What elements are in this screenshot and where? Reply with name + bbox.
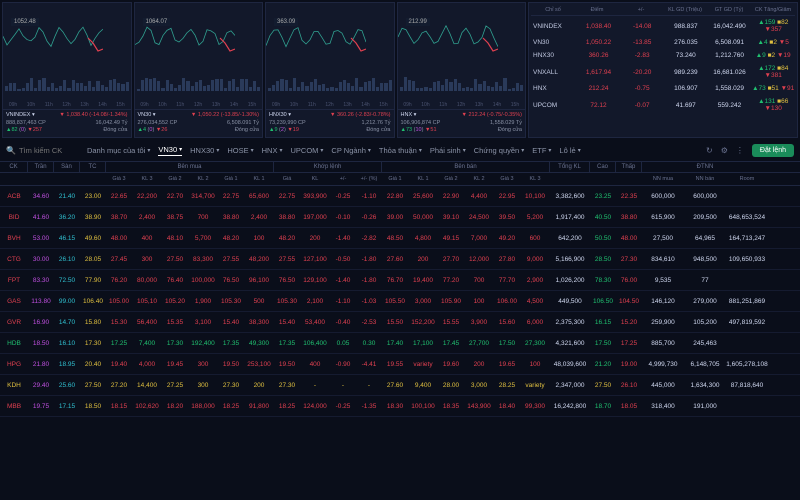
search-box[interactable]: 🔍 — [6, 146, 79, 155]
more-icon[interactable]: ⋮ — [736, 146, 744, 155]
tab-CP Ngành[interactable]: CP Ngành ▾ — [331, 146, 370, 155]
table-row[interactable]: BVH53.0046.1549.6048.0040048.105,70048.2… — [0, 228, 800, 249]
table-group-header: CK Trần Sàn TC Bên mua Khớp lệnh Bên bán… — [0, 162, 800, 173]
tab-Phái sinh[interactable]: Phái sinh ▾ — [430, 146, 466, 155]
subhead[interactable]: KL 2 — [188, 173, 218, 185]
subhead[interactable]: Room — [726, 173, 768, 185]
sum-head: CK Tăng/Giảm — [751, 7, 795, 13]
tab-ETF[interactable]: ETF ▾ — [532, 146, 551, 155]
tab-Thỏa thuận[interactable]: Thỏa thuận ▾ — [379, 146, 422, 155]
subhead[interactable]: +/- (%) — [356, 173, 382, 185]
summary-row[interactable]: HNX30360.26-2.8373.2401,212.760▲9 ■2 ▼19 — [531, 49, 795, 62]
chart-HNX30[interactable]: 363.0909h10h11h12h13h14h15hHNX30 ▾▼ 360.… — [265, 2, 395, 138]
table-row[interactable]: FPT83.3072.5077.9076.2080,00076.40100,00… — [0, 270, 800, 291]
search-icon: 🔍 — [6, 146, 16, 155]
tab-HNX[interactable]: HNX ▾ — [262, 146, 283, 155]
tab-Danh mục của tôi[interactable]: Danh mục của tôi ▾ — [87, 146, 150, 155]
table-row[interactable]: KDH29.4025.6027.5027.2014,40027.2530027.… — [0, 375, 800, 396]
top-section: 1052.4809h10h11h12h13h14h15hVNINDEX ▾▼ 1… — [0, 0, 800, 140]
sum-head: Điểm — [575, 7, 619, 13]
tab-UPCOM[interactable]: UPCOM ▾ — [290, 146, 323, 155]
table-row[interactable]: GVR16.9014.7015.8015.3056,40015.353,1001… — [0, 312, 800, 333]
col-match: Khớp lệnh — [274, 162, 382, 172]
table-row[interactable]: HPG21.8018.9520.4019.404,00019.4530019.5… — [0, 354, 800, 375]
chart-VNINDEX[interactable]: 1052.4809h10h11h12h13h14h15hVNINDEX ▾▼ 1… — [2, 2, 132, 138]
subhead[interactable]: KL 1 — [244, 173, 274, 185]
chart-HNX[interactable]: 212.9909h10h11h12h13h14h15hHNX ▾▼ 212.24… — [397, 2, 527, 138]
table-row[interactable]: MBB19.7517.1518.5018.15102,62018.20188,0… — [0, 396, 800, 417]
subhead[interactable]: Giá 3 — [106, 173, 132, 185]
summary-row[interactable]: VN301,050.22-13.85276.0356,508.091▲4 ■2 … — [531, 36, 795, 49]
subhead[interactable]: Giá 3 — [494, 173, 520, 185]
tab-HOSE[interactable]: HOSE ▾ — [227, 146, 253, 155]
subhead[interactable]: +/- — [330, 173, 356, 185]
table-row[interactable]: BID41.6036.2038.9038.702,40038.7570038.8… — [0, 207, 800, 228]
summary-row[interactable]: VNINDEX1,038.40-14.08988.83716,042.490▲1… — [531, 16, 795, 36]
col-sell: Bên bán — [382, 162, 550, 172]
subhead[interactable]: KL 2 — [464, 173, 494, 185]
tab-Chứng quyền[interactable]: Chứng quyền ▾ — [474, 146, 524, 155]
summary-row[interactable]: HNX212.24-0.75106.9071,558.029▲73 ■51 ▼9… — [531, 82, 795, 95]
sum-head: +/- — [619, 7, 663, 13]
subhead[interactable]: NN bán — [684, 173, 726, 185]
subhead[interactable]: Giá 1 — [218, 173, 244, 185]
subhead[interactable]: KL 3 — [520, 173, 550, 185]
tab-VN30[interactable]: VN30 ▾ — [158, 145, 182, 156]
table-row[interactable]: ACB34.6021.4023.0022.6522,20022.70314,70… — [0, 186, 800, 207]
summary-header: Chỉ sốĐiểm+/-KL GD (Triệu)GT GD (Tỷ)CK T… — [531, 5, 795, 16]
settings-icon[interactable]: ⚙ — [721, 146, 728, 155]
col-cao[interactable]: Cao — [590, 162, 616, 172]
subhead[interactable]: KL 1 — [408, 173, 438, 185]
sum-head: GT GD (Tỷ) — [707, 7, 751, 13]
subhead[interactable]: KL 3 — [132, 173, 162, 185]
subhead[interactable]: Giá — [274, 173, 300, 185]
summary-panel: Chỉ sốĐiểm+/-KL GD (Triệu)GT GD (Tỷ)CK T… — [528, 2, 798, 138]
summary-row[interactable]: VNXALL1,617.94-20.20989.23916,681.026▲17… — [531, 62, 795, 82]
subhead[interactable]: Giá 2 — [162, 173, 188, 185]
col-foreign: ĐTNN — [642, 162, 768, 172]
tab-HNX30[interactable]: HNX30 ▾ — [190, 146, 219, 155]
summary-row[interactable]: UPCOM72.12-0.0741.697559.242▲131 ■66 ▼13… — [531, 95, 795, 115]
tab-Lô lẻ[interactable]: Lô lẻ ▾ — [559, 146, 580, 155]
table-row[interactable]: CTG30.0026.1028.0527.4530027.5083,30027.… — [0, 249, 800, 270]
refresh-icon[interactable]: ↻ — [706, 146, 713, 155]
col-buy: Bên mua — [106, 162, 274, 172]
col-thap[interactable]: Thấp — [616, 162, 642, 172]
order-button[interactable]: Đặt lệnh — [752, 144, 794, 157]
sum-head: KL GD (Triệu) — [663, 7, 707, 13]
col-totkl[interactable]: Tổng KL — [550, 162, 590, 172]
col-ck[interactable]: CK — [0, 162, 28, 172]
subhead[interactable]: Giá 2 — [438, 173, 464, 185]
table-subheader: Giá 3KL 3Giá 2KL 2Giá 1KL 1GiáKL+/-+/- (… — [0, 173, 800, 186]
table-body: ACB34.6021.4023.0022.6522,20022.70314,70… — [0, 186, 800, 417]
sum-head: Chỉ số — [531, 7, 575, 13]
col-san[interactable]: Sàn — [54, 162, 80, 172]
chart-VN30[interactable]: 1064.0709h10h11h12h13h14h15hVN30 ▾▼ 1,05… — [134, 2, 264, 138]
subhead[interactable]: NN mua — [642, 173, 684, 185]
tabs-bar: 🔍 Danh mục của tôi ▾ VN30 ▾ HNX30 ▾ HOSE ▾ H… — [0, 140, 800, 162]
subhead[interactable]: Giá 1 — [382, 173, 408, 185]
table-row[interactable]: GAS113.8099.00106.40105.00105,10105.201,… — [0, 291, 800, 312]
search-input[interactable] — [19, 146, 79, 155]
charts-area: 1052.4809h10h11h12h13h14h15hVNINDEX ▾▼ 1… — [2, 2, 526, 138]
table-row[interactable]: HDB18.5016.1017.3017.257,40017.30192,400… — [0, 333, 800, 354]
subhead[interactable]: KL — [300, 173, 330, 185]
col-tran[interactable]: Trần — [28, 162, 54, 172]
col-tc[interactable]: TC — [80, 162, 106, 172]
